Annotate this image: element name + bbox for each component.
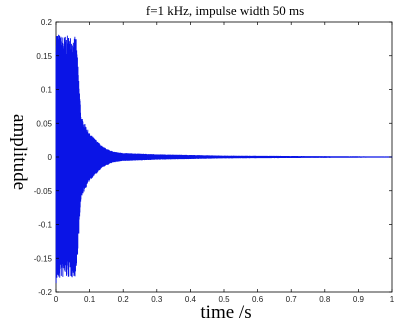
y-tick-label: -0.2 [38,288,52,297]
y-tick-label: -0.05 [34,187,53,196]
y-tick-label: -0.15 [34,254,53,263]
x-tick-label: 0.4 [185,295,197,304]
x-axis-label: time /s [200,302,251,323]
chart-title: f=1 kHz, impulse width 50 ms [146,3,304,18]
y-tick-label: 0 [48,153,53,162]
x-tick-label: 0.1 [84,295,96,304]
x-tick-label: 1 [390,295,395,304]
x-tick-label: 0.6 [252,295,264,304]
y-tick-label: 0.1 [41,86,53,95]
y-axis-label: amplitude [9,114,30,190]
y-tick-label: 0.05 [36,119,52,128]
x-tick-label: 0.9 [353,295,365,304]
x-tick-label: 0.2 [118,295,130,304]
x-tick-label: 0.5 [218,295,230,304]
y-tick-label: 0.2 [41,18,53,27]
y-tick-label: 0.15 [36,52,52,61]
x-tick-label: 0.3 [151,295,163,304]
x-tick-label: 0.7 [286,295,298,304]
x-tick-label: 0.8 [319,295,331,304]
y-tick-label: -0.1 [38,221,52,230]
signal-trace [55,34,393,284]
x-tick-label: 0 [54,295,59,304]
